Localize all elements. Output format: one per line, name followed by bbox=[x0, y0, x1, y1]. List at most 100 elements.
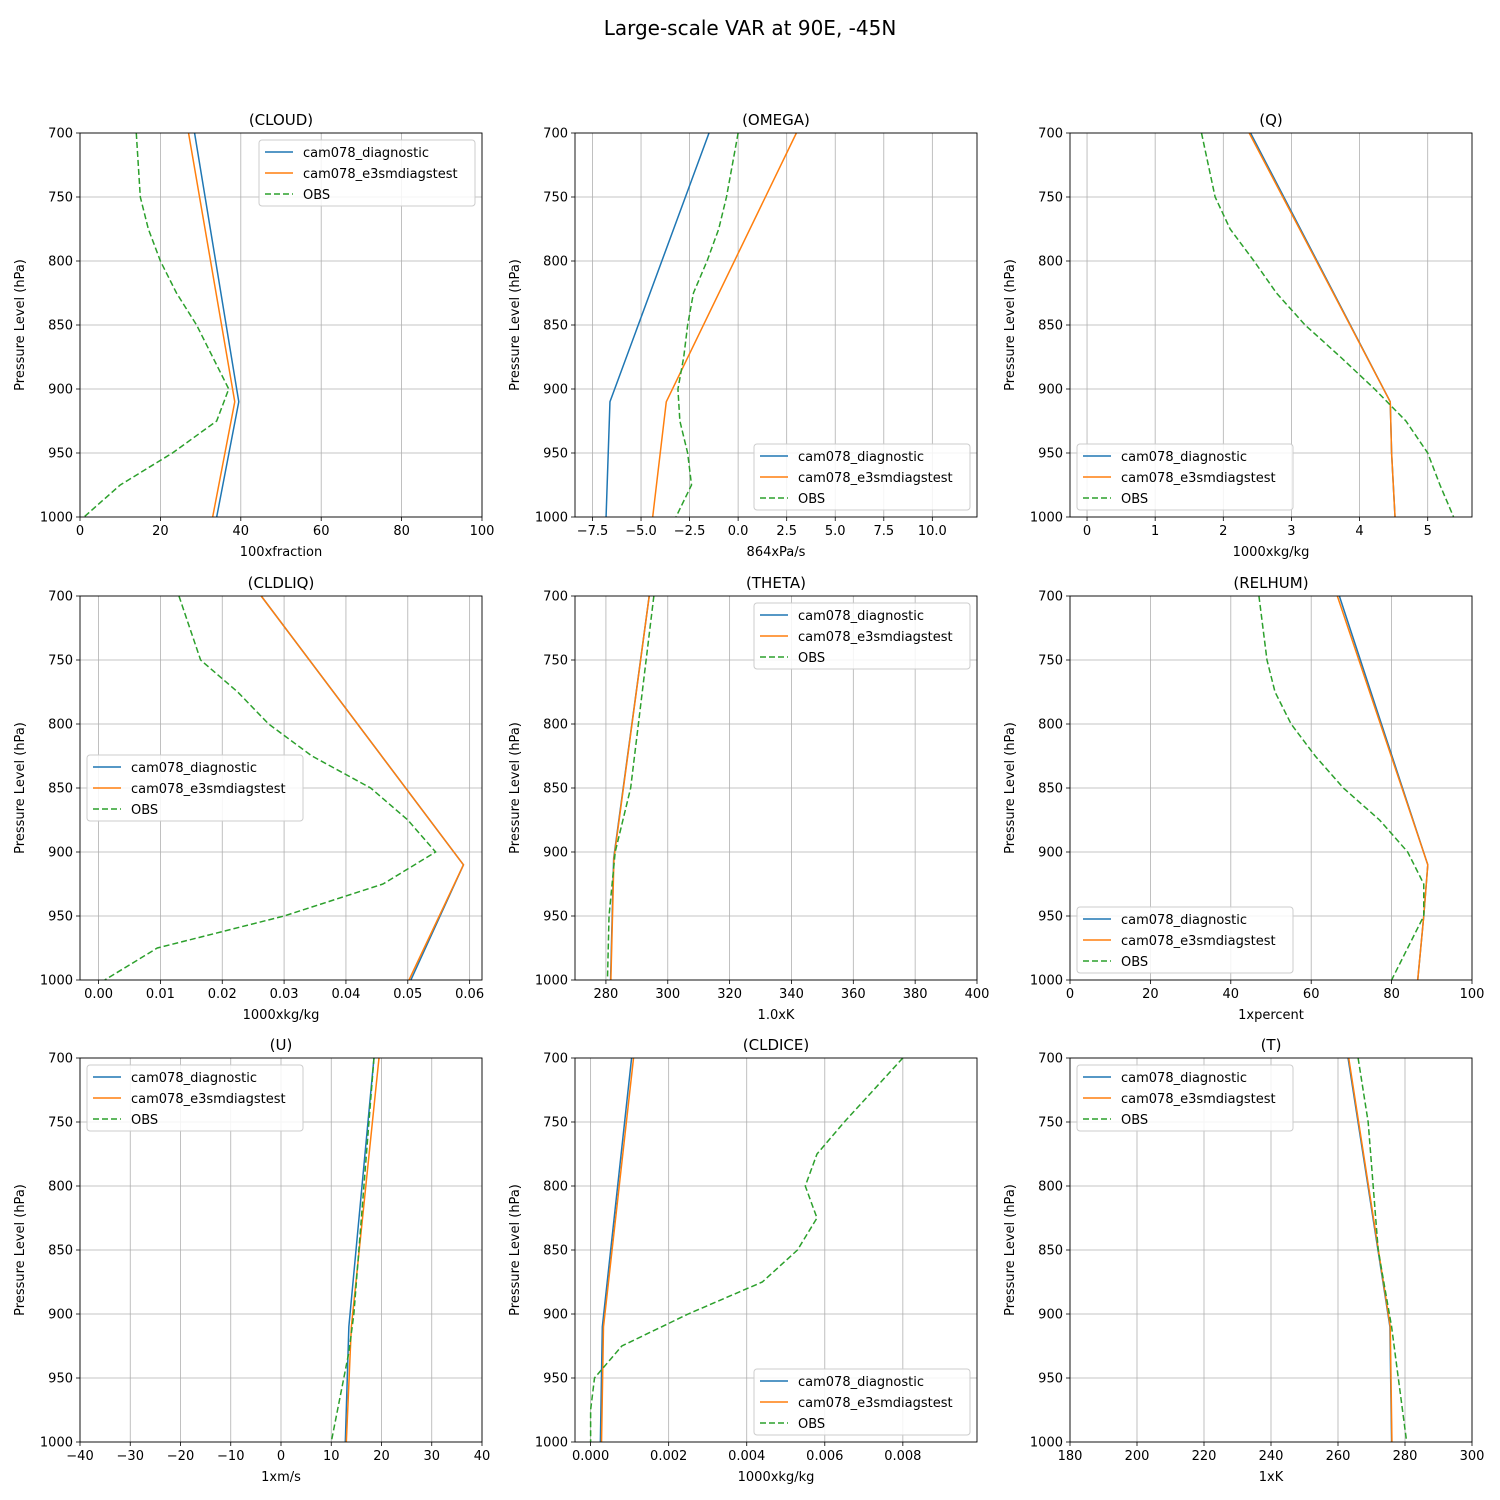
x-tick-label: 280 bbox=[594, 987, 619, 1002]
series-line-obs bbox=[1357, 1057, 1408, 1443]
series-line-cam078_e3smdiagstest bbox=[1248, 132, 1396, 518]
x-tick-label: 80 bbox=[1383, 987, 1400, 1002]
x-tick-label: 0.006 bbox=[806, 1449, 843, 1464]
x-tick-label: 20 bbox=[373, 1449, 390, 1464]
legend-frame bbox=[1076, 906, 1294, 974]
subplot-title: (RELHUM) bbox=[1233, 574, 1308, 592]
y-tick-label: 950 bbox=[48, 1372, 73, 1387]
subplot-cldliq: 0.00 0.01 0.02 0.03 0.04 0.05 0.06 700 750 800 850… bbox=[13, 574, 484, 1023]
legend-entry: OBS bbox=[798, 1417, 825, 1432]
y-tick-label: 950 bbox=[543, 910, 568, 925]
series-line-obs bbox=[1258, 595, 1425, 981]
legend-entry: cam078_e3smdiagstest bbox=[798, 1396, 953, 1411]
subplot-title: (T) bbox=[1261, 1036, 1282, 1054]
x-tick-label: 30 bbox=[423, 1449, 440, 1464]
y-tick-label: 1000 bbox=[40, 974, 73, 989]
x-tick-label: 180 bbox=[1058, 1449, 1083, 1464]
y-tick-label: 1000 bbox=[40, 511, 73, 526]
legend-entry: OBS bbox=[798, 492, 825, 507]
legend: cam078_diagnostic cam078_e3smdiagstest OBS bbox=[1076, 906, 1294, 974]
y-tick-label: 950 bbox=[1038, 447, 1063, 462]
x-tick-label: 40 bbox=[474, 1449, 491, 1464]
y-tick-label: 1000 bbox=[1030, 974, 1063, 989]
y-tick-label: 750 bbox=[1038, 654, 1063, 669]
legend-frame bbox=[258, 139, 476, 207]
x-tick-label: 240 bbox=[1259, 1449, 1284, 1464]
x-tick-label: 60 bbox=[1303, 987, 1320, 1002]
legend-frame bbox=[753, 1368, 971, 1436]
legend: cam078_diagnostic cam078_e3smdiagstest OBS bbox=[258, 139, 476, 207]
y-tick-label: 800 bbox=[543, 1180, 568, 1195]
y-tick-label: 900 bbox=[543, 846, 568, 861]
x-tick-label: 40 bbox=[233, 524, 250, 539]
legend: cam078_diagnostic cam078_e3smdiagstest OBS bbox=[1076, 1064, 1294, 1132]
y-tick-label: 850 bbox=[48, 1244, 73, 1259]
series-line-cam078_e3smdiagstest bbox=[600, 1057, 635, 1443]
series-line-cam078_diagnostic bbox=[599, 1057, 633, 1443]
subplot-title: (THETA) bbox=[746, 574, 806, 592]
series-line-obs bbox=[83, 132, 230, 518]
legend-entry: cam078_diagnostic bbox=[131, 1071, 257, 1086]
y-tick-label: 1000 bbox=[1030, 511, 1063, 526]
x-tick-label: 60 bbox=[313, 524, 330, 539]
legend-entry: OBS bbox=[131, 803, 158, 818]
y-tick-label: 950 bbox=[1038, 1372, 1063, 1387]
subplot-cloud: 0 20 40 60 80 100 700 750 800 850 900 950 1000 (CLOUD… bbox=[13, 111, 494, 560]
y-axis-label: Pressure Level (hPa) bbox=[508, 1184, 523, 1316]
y-tick-label: 850 bbox=[48, 319, 73, 334]
y-tick-label: 900 bbox=[48, 846, 73, 861]
x-axis-label: 1xm/s bbox=[261, 1470, 301, 1485]
x-axis-label: 1000xkg/kg bbox=[243, 1008, 320, 1023]
y-tick-label: 900 bbox=[1038, 846, 1063, 861]
x-tick-label: 1 bbox=[1151, 524, 1159, 539]
y-axis-label: Pressure Level (hPa) bbox=[508, 259, 523, 391]
series-line-cam078_e3smdiagstest bbox=[1336, 595, 1429, 981]
y-tick-label: 1000 bbox=[535, 1436, 568, 1451]
x-tick-label: 40 bbox=[1223, 987, 1240, 1002]
x-tick-label: 220 bbox=[1192, 1449, 1217, 1464]
y-tick-label: 700 bbox=[48, 590, 73, 605]
x-tick-label: 340 bbox=[779, 987, 804, 1002]
y-tick-label: 1000 bbox=[40, 1436, 73, 1451]
y-tick-label: 950 bbox=[1038, 910, 1063, 925]
x-tick-label: 280 bbox=[1393, 1449, 1418, 1464]
y-tick-label: 800 bbox=[48, 718, 73, 733]
x-tick-label: 0.02 bbox=[208, 987, 237, 1002]
legend: cam078_diagnostic cam078_e3smdiagstest OBS bbox=[753, 602, 971, 670]
y-tick-label: 700 bbox=[1038, 127, 1063, 142]
y-tick-label: 900 bbox=[1038, 383, 1063, 398]
x-axis-label: 1xK bbox=[1259, 1470, 1284, 1485]
subplot-theta: 280 300 320 340 360 380 400 700 750 800 850 900 950 1… bbox=[508, 574, 989, 1023]
x-tick-label: 0.00 bbox=[84, 987, 113, 1002]
legend-entry: cam078_diagnostic bbox=[1121, 1071, 1247, 1086]
x-tick-label: 10.0 bbox=[918, 524, 947, 539]
y-tick-label: 700 bbox=[543, 1052, 568, 1067]
x-tick-label: 10 bbox=[323, 1449, 340, 1464]
legend-entry: OBS bbox=[1121, 1113, 1148, 1128]
x-tick-label: 300 bbox=[1460, 1449, 1485, 1464]
y-tick-label: 850 bbox=[1038, 1244, 1063, 1259]
y-tick-label: 750 bbox=[48, 191, 73, 206]
legend-entry: cam078_diagnostic bbox=[1121, 450, 1247, 465]
subplot-title: (CLDICE) bbox=[743, 1036, 809, 1054]
subplot-omega: −7.5 −5.0 −2.5 0.0 2.5 5.0 7.5 10.0 700 750 800 850… bbox=[508, 111, 978, 560]
y-tick-label: 850 bbox=[543, 782, 568, 797]
x-tick-label: 0 bbox=[277, 1449, 285, 1464]
legend: cam078_diagnostic cam078_e3smdiagstest OBS bbox=[86, 1064, 304, 1132]
y-tick-label: 800 bbox=[1038, 718, 1063, 733]
legend-frame bbox=[1076, 443, 1294, 511]
legend-entry: OBS bbox=[1121, 955, 1148, 970]
legend-entry: cam078_e3smdiagstest bbox=[1121, 1092, 1276, 1107]
y-tick-label: 750 bbox=[543, 1116, 568, 1131]
y-tick-label: 850 bbox=[48, 782, 73, 797]
x-tick-label: 3 bbox=[1287, 524, 1295, 539]
subplot-title: (CLOUD) bbox=[249, 111, 313, 129]
series-line-cam078_e3smdiagstest bbox=[187, 132, 236, 518]
y-axis-label: Pressure Level (hPa) bbox=[13, 722, 28, 854]
legend-entry: cam078_e3smdiagstest bbox=[1121, 934, 1276, 949]
x-tick-label: 320 bbox=[717, 987, 742, 1002]
series-line-cam078_e3smdiagstest bbox=[651, 132, 798, 518]
series-line-cam078_diagnostic bbox=[605, 132, 710, 518]
legend-entry: cam078_e3smdiagstest bbox=[303, 167, 458, 182]
y-tick-label: 950 bbox=[48, 910, 73, 925]
